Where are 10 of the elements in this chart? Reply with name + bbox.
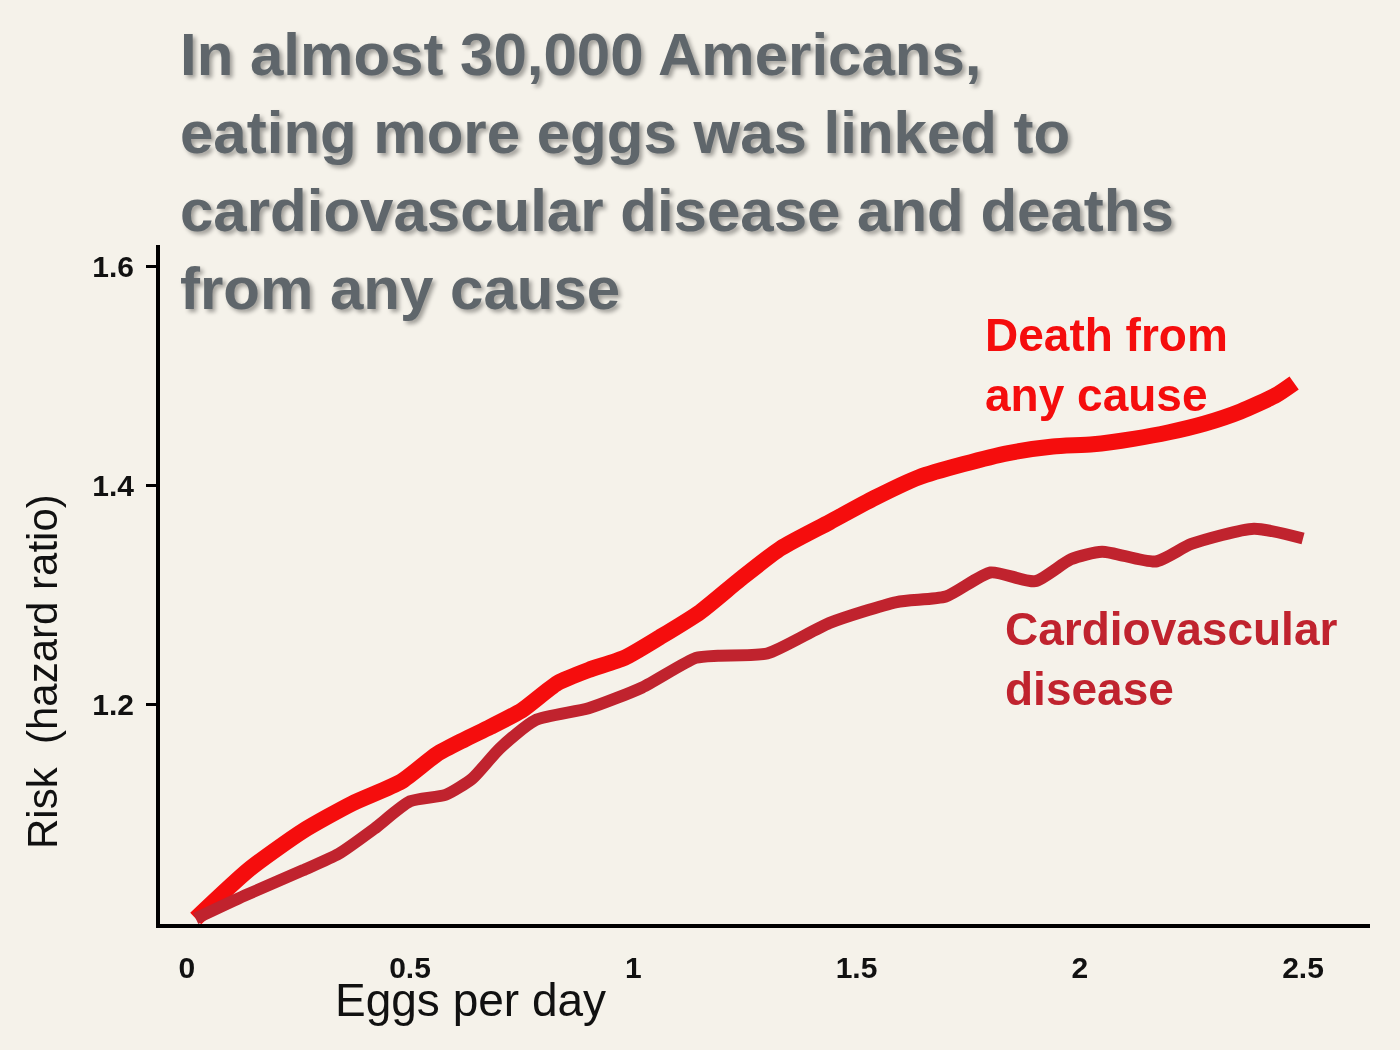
x-tick-label: 1.5 (835, 951, 878, 984)
x-tick-label: 2.5 (1282, 951, 1324, 984)
y-tick-label: 1.2 (92, 688, 134, 722)
series-label: Cardiovascular disease (1005, 603, 1338, 715)
y-tick-label: 1.6 (92, 250, 134, 284)
y-axis-title: Risk (hazard ratio) (19, 494, 66, 849)
x-tick-label: 2 (1071, 951, 1089, 984)
x-tick-label: 1 (624, 951, 642, 984)
y-tick-label: 1.4 (92, 469, 135, 503)
x-tick-label: 0 (178, 951, 196, 984)
